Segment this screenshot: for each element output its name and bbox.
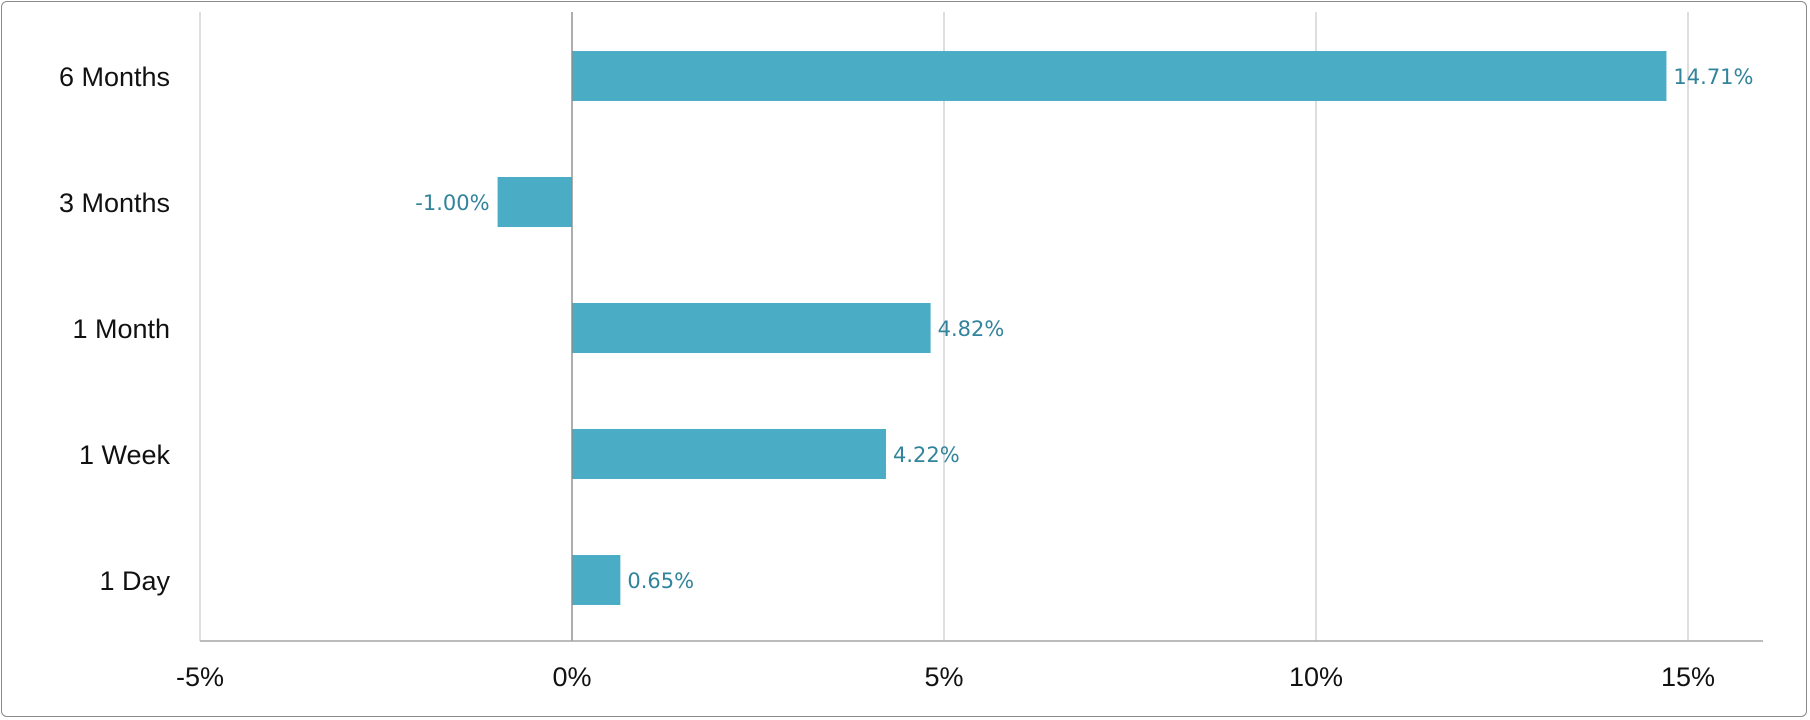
x-tick-label: 10% [1289,662,1343,692]
category-label: 1 Week [79,440,171,470]
bar [572,303,931,353]
gridlines [199,12,1689,641]
x-tick-label: 0% [552,662,591,692]
x-tick-label: -5% [176,662,224,692]
category-label: 6 Months [59,62,170,92]
data-label: 0.65% [627,569,694,593]
category-label: 1 Month [72,314,170,344]
data-label: 4.82% [938,317,1005,341]
category-label: 3 Months [59,188,170,218]
data-label: -1.00% [415,191,489,215]
category-label: 1 Day [99,566,170,596]
bar [497,177,572,227]
bars [497,51,1667,605]
labels: -5% 0% 5% 10% 15% 6 Months 14.71% 3 Months -1.00… [59,62,1754,692]
data-label: 4.22% [893,443,960,467]
axes [200,12,1763,642]
bar [572,51,1667,101]
data-label: 14.71% [1673,65,1753,89]
bar [572,429,886,479]
bar [572,555,621,605]
x-tick-label: 15% [1661,662,1715,692]
x-tick-label: 5% [924,662,963,692]
